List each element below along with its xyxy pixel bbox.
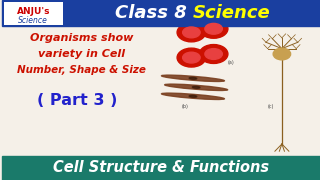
Ellipse shape [183,52,200,63]
Ellipse shape [165,84,228,91]
Ellipse shape [183,27,200,38]
Bar [3,0,320,26]
Text: Class 8: Class 8 [115,4,193,22]
Ellipse shape [205,23,222,34]
Text: Science: Science [18,16,48,25]
Text: ( Part 3 ): ( Part 3 ) [37,93,117,108]
Text: Organisms show: Organisms show [30,33,133,43]
Ellipse shape [273,48,291,60]
Ellipse shape [189,77,197,79]
Text: (a): (a) [228,60,235,65]
Ellipse shape [199,19,228,38]
Text: Cell Structure & Functions: Cell Structure & Functions [53,160,269,176]
Ellipse shape [162,93,224,100]
Text: (b): (b) [181,104,188,109]
Ellipse shape [177,48,206,67]
Text: variety in Cell: variety in Cell [38,49,125,59]
Ellipse shape [192,86,200,88]
Bar [3,156,320,180]
Text: ANJU's: ANJU's [17,7,50,16]
Ellipse shape [162,75,224,82]
Ellipse shape [205,49,222,59]
Text: Number, Shape & Size: Number, Shape & Size [17,65,146,75]
FancyBboxPatch shape [4,2,63,25]
Ellipse shape [189,95,197,97]
Text: (c): (c) [268,104,274,109]
Ellipse shape [177,23,206,42]
Ellipse shape [199,45,228,64]
Text: Science: Science [193,4,271,22]
